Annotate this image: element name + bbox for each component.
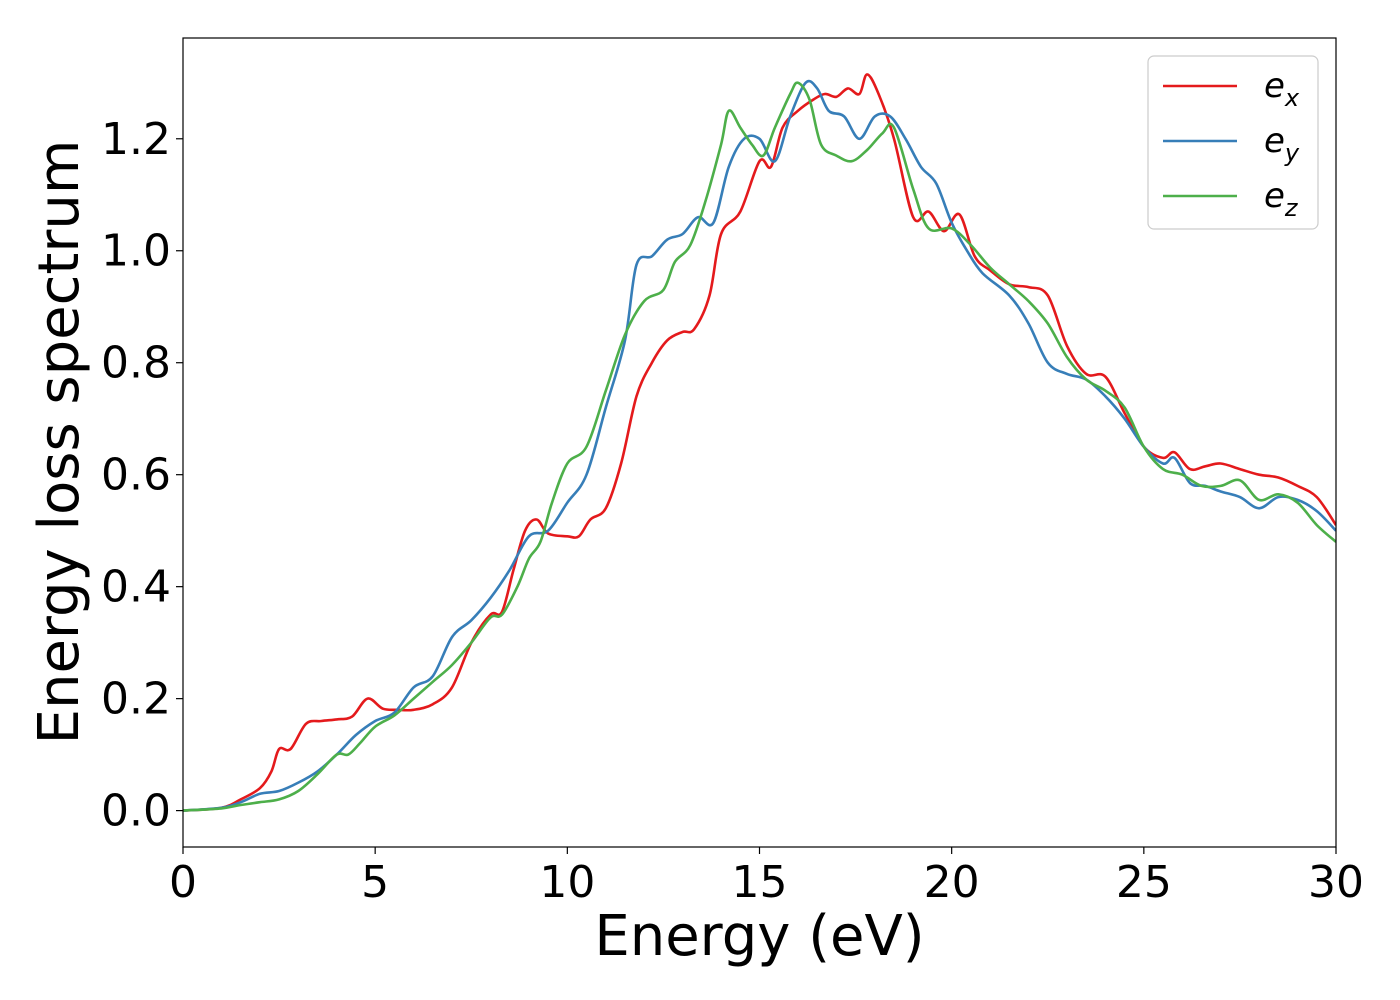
series-line-z [183,81,1336,812]
legend: ex ey ez [1147,55,1319,230]
y-tick-label: 0.8 [101,338,171,389]
x-tick-label: 10 [539,857,595,908]
legend-label-y: ey [1264,121,1300,167]
x-axis: 0 5 10 15 20 25 30 [169,847,1364,908]
y-tick-label: 1.0 [101,226,171,277]
plot-lines [183,73,1336,812]
legend-box [1147,55,1319,230]
y-tick-label: 0.2 [101,674,171,725]
y-axis-title: Energy loss spectrum [27,140,92,745]
y-axis: 0.0 0.2 0.4 0.6 0.8 1.0 1.2 [101,114,183,837]
legend-label-z: ez [1264,176,1299,222]
x-tick-label: 15 [732,857,788,908]
x-tick-label: 30 [1308,857,1364,908]
x-tick-label: 20 [924,857,980,908]
legend-label-x: ex [1264,66,1300,112]
y-tick-label: 0.0 [101,786,171,837]
series-line-x [183,73,1336,812]
y-tick-label: 1.2 [101,114,171,165]
y-tick-label: 0.4 [101,562,171,613]
y-tick-label: 0.6 [101,450,171,501]
x-tick-label: 25 [1116,857,1172,908]
x-tick-label: 5 [361,857,389,908]
x-axis-title: Energy (eV) [594,904,924,969]
x-tick-label: 0 [169,857,197,908]
